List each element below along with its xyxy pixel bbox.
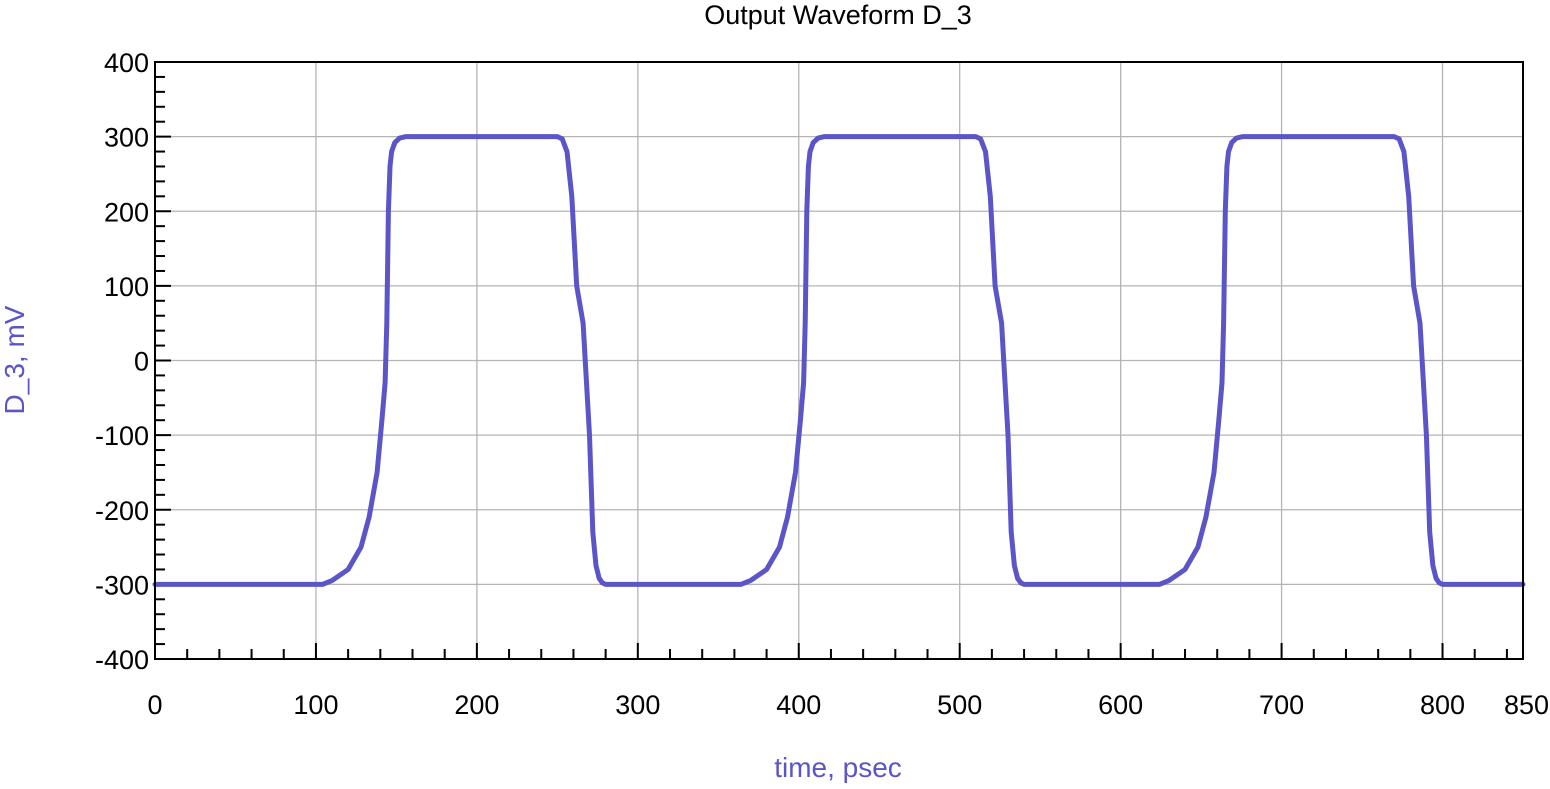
x-tick-label: 300 <box>615 690 660 720</box>
x-axis-label: time, psec <box>774 752 902 783</box>
y-tick-label: 100 <box>104 272 149 302</box>
y-tick-label: -300 <box>95 570 149 600</box>
grid <box>155 62 1523 659</box>
series-layer <box>152 134 1526 587</box>
y-tick-label: 200 <box>104 197 149 227</box>
x-tick-label: 200 <box>454 690 499 720</box>
y-tick-label: -200 <box>95 496 149 526</box>
x-tick-label: 0 <box>147 690 162 720</box>
x-tick-label: 100 <box>293 690 338 720</box>
x-tick-label: 700 <box>1259 690 1304 720</box>
x-tick-label: 400 <box>776 690 821 720</box>
y-tick-label: 300 <box>104 123 149 153</box>
y-tick-label: 400 <box>104 48 149 78</box>
x-tick-label: 500 <box>937 690 982 720</box>
y-tick-label: 0 <box>134 347 149 377</box>
series-line-0 <box>152 134 1526 587</box>
x-tick-labels: 0 100 200 300 400 500 600 700 800 850 <box>147 690 1549 720</box>
minor-ticks <box>154 61 1508 660</box>
plot-frame <box>154 61 1524 660</box>
x-tick-label: 800 <box>1420 690 1465 720</box>
x-tick-label: 600 <box>1098 690 1143 720</box>
y-tick-label: -400 <box>95 645 149 675</box>
y-tick-label: -100 <box>95 421 149 451</box>
chart-title: Output Waveform D_3 <box>704 0 972 30</box>
y-axis-label: D_3, mV <box>0 305 30 414</box>
y-tick-labels: -400 -300 -200 -100 0 100 200 300 400 <box>95 48 149 675</box>
x-tick-label: 850 <box>1504 690 1549 720</box>
